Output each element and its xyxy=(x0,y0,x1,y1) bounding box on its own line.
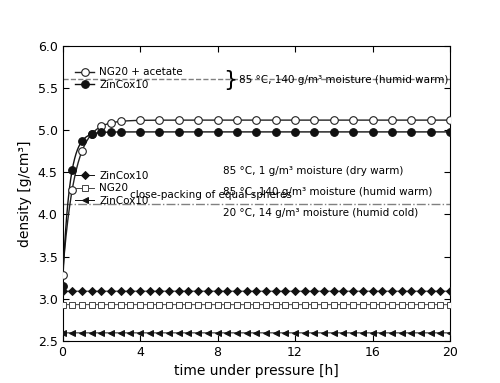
Text: 85 °C, 140 g/m³ moisture (humid warm): 85 °C, 140 g/m³ moisture (humid warm) xyxy=(239,75,448,85)
Text: 20 °C, 14 g/m³ moisture (humid cold): 20 °C, 14 g/m³ moisture (humid cold) xyxy=(224,208,418,218)
Text: 85 °C, 140 g/m³ moisture (humid warm): 85 °C, 140 g/m³ moisture (humid warm) xyxy=(224,187,432,197)
Text: 85 °C, 1 g/m³ moisture (dry warm): 85 °C, 1 g/m³ moisture (dry warm) xyxy=(224,166,404,176)
Text: }: } xyxy=(224,70,237,90)
Text: close-packing of equal spheres: close-packing of equal spheres xyxy=(130,190,292,200)
Legend: ZinCox10, NG20, ZinCox10: ZinCox10, NG20, ZinCox10 xyxy=(76,170,149,206)
X-axis label: time under pressure [h]: time under pressure [h] xyxy=(174,364,338,378)
Y-axis label: density [g/cm³]: density [g/cm³] xyxy=(18,140,32,247)
